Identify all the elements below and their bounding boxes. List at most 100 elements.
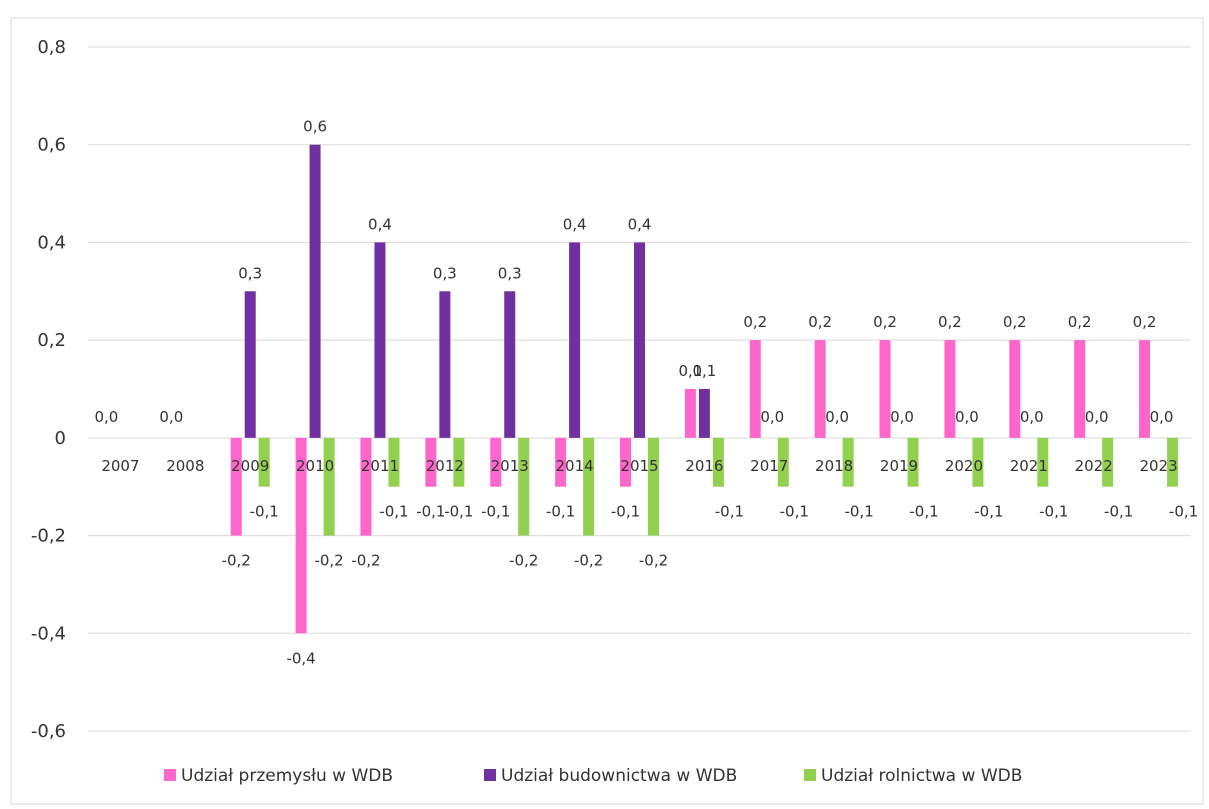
data-label: -0,2: [222, 552, 251, 570]
bar: [907, 437, 919, 487]
bars: [230, 144, 1179, 634]
data-label: -0,1: [974, 503, 1003, 521]
x-tick-label: 2015: [620, 457, 658, 475]
bar: [504, 291, 516, 438]
legend-swatch: [484, 769, 496, 781]
y-tick-label: 0,4: [37, 232, 66, 253]
legend: Udział przemysłu w WDB Udział budownictwa…: [164, 766, 1022, 786]
legend-item: Udział rolnictwa w WDB: [804, 766, 1022, 786]
y-tick-label: 0,6: [37, 135, 66, 156]
data-label: -0,4: [286, 649, 315, 667]
data-label: 0,3: [238, 264, 262, 282]
x-tick-label: 2018: [815, 457, 853, 475]
bar: [1009, 340, 1021, 438]
data-label: -0,1: [1104, 503, 1133, 521]
data-label: -0,1: [444, 503, 473, 521]
data-label: -0,1: [611, 503, 640, 521]
data-label: 0,0: [95, 408, 119, 426]
legend-swatch: [164, 769, 176, 781]
bar: [453, 437, 465, 487]
bar: [749, 340, 761, 438]
bar: [244, 291, 256, 438]
data-label: 0,0: [955, 408, 979, 426]
data-label: 0,6: [303, 118, 327, 136]
y-tick-label: -0,2: [31, 526, 66, 547]
x-tick-label: 2010: [296, 457, 334, 475]
data-label: -0,2: [574, 552, 603, 570]
bar: [814, 340, 826, 438]
bar: [777, 437, 789, 487]
bar: [944, 340, 956, 438]
data-label: 0,2: [1003, 313, 1027, 331]
bar: [323, 437, 335, 536]
data-label: -0,1: [845, 503, 874, 521]
y-tick-label: 0,2: [37, 330, 66, 351]
data-label: 0,2: [743, 313, 767, 331]
data-label: 0,0: [1020, 408, 1044, 426]
bar: [388, 437, 400, 487]
legend-label: Udział budownictwa w WDB: [501, 766, 737, 786]
data-label: 0,2: [1068, 313, 1092, 331]
bar: [309, 144, 321, 438]
data-label: 0,2: [1133, 313, 1157, 331]
chart-frame: [10, 17, 1204, 805]
data-label: -0,1: [379, 503, 408, 521]
y-tick-label: 0,8: [37, 37, 66, 58]
data-label: 0,3: [498, 264, 522, 282]
bar: [842, 437, 854, 487]
bar: [518, 437, 530, 536]
data-label: -0,1: [546, 503, 575, 521]
x-tick-label: 2008: [166, 457, 204, 475]
bar: [295, 437, 307, 634]
data-label: 0,2: [808, 313, 832, 331]
data-label: 0,0: [825, 408, 849, 426]
x-tick-label: 2012: [426, 457, 464, 475]
bar: [648, 437, 659, 536]
data-label: -0,1: [780, 503, 809, 521]
data-label: 0,2: [938, 313, 962, 331]
bar: [230, 437, 242, 536]
data-label: -0,1: [416, 503, 445, 521]
data-label: 0,0: [1150, 408, 1174, 426]
data-label: 0,3: [433, 264, 457, 282]
legend-item: Udział przemysłu w WDB: [164, 766, 393, 786]
data-labels: 0,0 0,0-0,2-0,4-0,2-0,1 -0,1 -0,1 -0,10,10,2…: [95, 118, 1199, 668]
bar: [555, 437, 567, 487]
bar: [1037, 437, 1049, 487]
bar: [569, 242, 581, 438]
bar: [374, 242, 386, 438]
data-label: 0,0: [1085, 408, 1109, 426]
data-label: -0,1: [715, 503, 744, 521]
data-label: -0,2: [509, 552, 538, 570]
bar: [258, 437, 270, 487]
data-label: -0,2: [351, 552, 380, 570]
x-tick-label: 2017: [750, 457, 788, 475]
data-label: -0,1: [1039, 503, 1068, 521]
y-axis-ticks: -0,6 -0,4 -0,2 0 0,2 0,4 0,6 0,8: [31, 37, 66, 742]
bar: [620, 437, 631, 487]
data-label: 0,4: [628, 215, 652, 233]
bar: [439, 291, 451, 438]
bar: [879, 340, 891, 438]
x-tick-label: 2021: [1010, 457, 1048, 475]
legend-swatch: [804, 769, 816, 781]
data-label: -0,1: [909, 503, 938, 521]
bar: [490, 437, 502, 487]
data-label: 0,4: [368, 215, 392, 233]
data-label: 0,0: [760, 408, 784, 426]
bar: [972, 437, 984, 487]
x-tick-label: 2022: [1075, 457, 1113, 475]
bar: [1102, 437, 1114, 487]
data-label: -0,1: [481, 503, 510, 521]
bar: [583, 437, 595, 536]
y-tick-label: -0,4: [31, 623, 66, 644]
data-label: 0,0: [159, 408, 183, 426]
bar: [634, 242, 645, 438]
bar: [698, 389, 710, 438]
bar: [1167, 437, 1179, 487]
x-tick-label: 2014: [556, 457, 594, 475]
data-label: 0,1: [692, 362, 716, 380]
data-label: 0,0: [890, 408, 914, 426]
